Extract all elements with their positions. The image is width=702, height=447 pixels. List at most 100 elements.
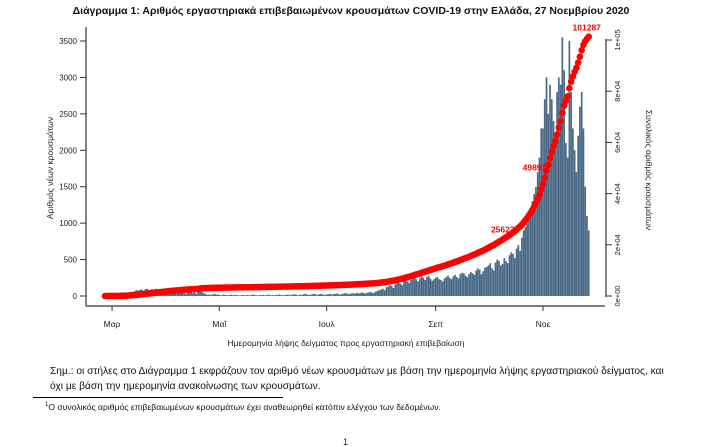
bar	[265, 295, 268, 296]
bar	[316, 294, 319, 296]
bar	[371, 293, 374, 296]
bar	[515, 248, 518, 296]
bar	[397, 281, 400, 296]
bar	[271, 295, 273, 296]
bar	[346, 293, 349, 296]
bar	[364, 293, 367, 296]
y2-tick-label: 6e+04	[613, 132, 622, 153]
bar	[313, 293, 316, 296]
bar	[308, 294, 310, 296]
footnote: 1Ο συνολικός αριθμός επιβεβαιωμένων κρου…	[45, 402, 441, 412]
bar	[327, 294, 330, 296]
bar	[533, 194, 536, 296]
bar	[528, 215, 530, 296]
bar	[322, 294, 324, 296]
bar	[580, 92, 583, 296]
bar	[352, 293, 354, 296]
bar	[577, 135, 580, 296]
footnote-mark: 1	[45, 402, 49, 409]
bar	[570, 92, 572, 296]
cumulative-point	[567, 78, 575, 86]
bar	[269, 295, 272, 296]
bar	[452, 276, 455, 296]
bar	[241, 294, 244, 296]
bar	[353, 293, 356, 296]
bar	[431, 280, 434, 296]
bar	[207, 294, 210, 296]
bar	[410, 279, 412, 296]
chart-note: Σημ.: οι στήλες στο Διάγραμμα 1 εκφράζου…	[50, 366, 664, 392]
bar	[382, 288, 384, 296]
cumulative-annotation: 25623	[491, 224, 515, 234]
bar	[399, 283, 402, 296]
bar	[239, 295, 242, 296]
bar	[538, 157, 541, 296]
bar	[565, 143, 567, 296]
bar	[389, 285, 391, 296]
bar	[426, 277, 428, 296]
bar	[267, 294, 270, 296]
bar	[587, 230, 590, 296]
bar	[471, 273, 474, 296]
bar	[369, 291, 372, 296]
y2-tick-label: 4e+04	[613, 183, 622, 204]
cumulative-annotation: 101287	[573, 23, 602, 33]
bar	[192, 293, 194, 296]
bar	[422, 277, 425, 296]
bar	[513, 258, 516, 296]
cumulative-point	[552, 137, 559, 145]
bar	[246, 294, 249, 296]
bar	[209, 294, 212, 296]
bar	[311, 294, 314, 296]
bar	[237, 295, 240, 296]
bar	[485, 266, 488, 296]
bar	[559, 84, 562, 296]
bar	[572, 128, 574, 296]
bar	[214, 294, 217, 296]
bar	[434, 277, 437, 296]
cumulative-point	[550, 143, 557, 150]
bar	[188, 291, 191, 296]
bar	[325, 294, 328, 296]
footnote-divider	[33, 397, 283, 398]
bar	[262, 294, 265, 296]
bar	[454, 274, 456, 296]
bar	[496, 259, 499, 296]
cumulative-point	[546, 154, 554, 162]
bar	[396, 282, 398, 296]
y-tick-label: 2000	[59, 146, 77, 155]
bar	[443, 278, 446, 296]
bar	[554, 135, 557, 296]
cumulative-line: 25623 49891 101287	[101, 23, 602, 300]
bar	[480, 274, 483, 296]
bar	[376, 290, 379, 296]
bar	[473, 274, 476, 296]
bar	[403, 279, 405, 296]
cumulative-point	[566, 84, 573, 92]
bar	[436, 277, 439, 296]
bar	[283, 295, 286, 296]
bar	[445, 277, 448, 296]
y-tick-label: 2500	[59, 110, 77, 119]
bar	[519, 250, 521, 296]
bar	[586, 215, 588, 296]
y-axis-title: Αριθμός νέων κρουσμάτων	[45, 117, 55, 219]
bar	[390, 285, 393, 296]
bar	[331, 294, 333, 296]
bar	[345, 293, 347, 296]
bar	[295, 294, 298, 296]
bar	[329, 293, 332, 296]
bar	[206, 294, 208, 296]
bar	[202, 293, 205, 296]
bar	[383, 290, 386, 296]
cumulative-point	[557, 117, 564, 125]
bar	[531, 201, 534, 296]
bar	[501, 263, 504, 296]
bar	[470, 271, 472, 296]
cumulative-point	[537, 185, 545, 193]
bar	[278, 294, 280, 296]
bar	[505, 261, 507, 296]
bar	[535, 186, 537, 296]
bar	[174, 292, 177, 296]
cumulative-point	[564, 93, 571, 100]
